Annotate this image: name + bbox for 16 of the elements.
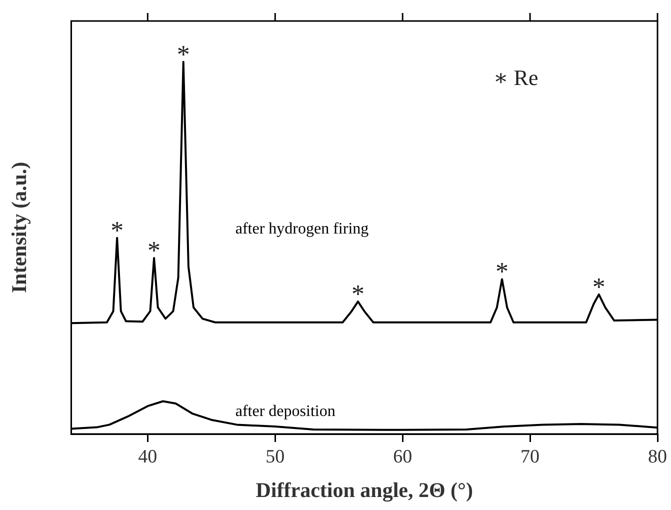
annotation: *: [110, 216, 124, 245]
series-label: after deposition: [235, 402, 336, 420]
annotation: *: [592, 272, 606, 302]
y-axis-title: Intensity (a.u.): [7, 162, 32, 294]
annotation: ∗ Re: [493, 64, 538, 90]
annotation: *: [351, 280, 364, 309]
x-tick-label: 50: [266, 446, 285, 468]
x-tick-label: 70: [520, 446, 540, 468]
x-tick-label: 60: [393, 446, 412, 468]
annotation: *: [176, 40, 190, 69]
x-axis-title: Diffraction angle, 2Θ (°): [256, 478, 473, 502]
annotation: *: [148, 236, 161, 266]
x-tick-label: 80: [648, 446, 667, 468]
annotation: *: [496, 257, 509, 286]
text: after hydrogen firing: [235, 220, 369, 238]
x-tick-label: 40: [138, 446, 158, 468]
